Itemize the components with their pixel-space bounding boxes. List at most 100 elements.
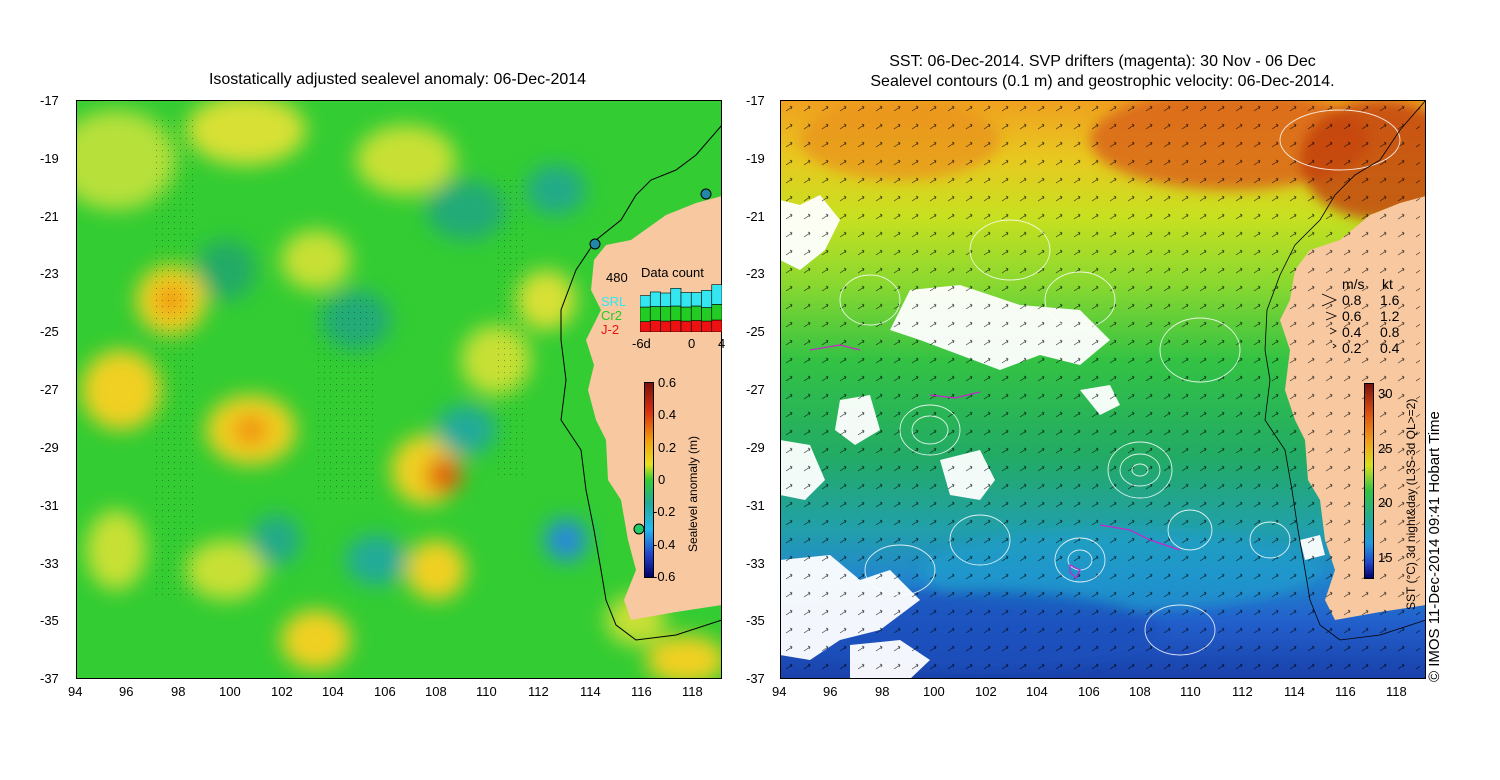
left-x-tick: 108 (425, 684, 447, 699)
count-bar-srl (711, 284, 722, 305)
right-y-tick: -27 (746, 382, 765, 397)
right-x-tick: 96 (823, 684, 838, 699)
right-x-tick: 102 (975, 684, 997, 699)
left-y-tick: -33 (40, 556, 59, 571)
left-x-tick: 116 (631, 684, 652, 699)
sealevel-colorbar-tick: 0 (658, 472, 666, 487)
left-x-tick: 94 (68, 684, 83, 699)
speed-legend-kt: 1.2 (1380, 308, 1400, 324)
count-bar-srl (670, 288, 682, 307)
right-x-tick: 98 (875, 684, 890, 699)
count-bar-cr2 (670, 305, 682, 321)
sealevel-colorbar-tick: -0.2 (653, 504, 676, 519)
right-x-tick: 110 (1180, 684, 1201, 699)
sst-colorbar-tick: 15 (1378, 550, 1393, 565)
speed-legend-ms: 0.4 (1342, 324, 1362, 340)
right-y-tick: -37 (746, 671, 765, 686)
count-bar-j2 (680, 320, 692, 332)
left-y-tick: -37 (40, 671, 59, 686)
sealevel-colorbar (644, 382, 654, 578)
sealevel-colorbar-tick: 0.4 (658, 407, 677, 422)
legend-cr2: Cr2 (601, 308, 622, 323)
left-x-tick: 106 (374, 684, 396, 699)
count-bar-srl (649, 291, 661, 307)
speed-legend-kt: 1.6 (1380, 292, 1400, 308)
left-y-tick: -35 (40, 613, 59, 628)
count-bar-cr2 (711, 304, 722, 321)
australia-land (586, 125, 722, 620)
data-count-max-label: 480 (606, 270, 628, 285)
right-x-tick: 108 (1129, 684, 1151, 699)
left-x-tick: 96 (119, 684, 134, 699)
count-bar-cr2 (701, 307, 713, 322)
left-x-tick: 114 (580, 684, 601, 699)
count-bar-j2 (649, 320, 661, 332)
right-y-tick: -17 (746, 93, 765, 108)
left-x-tick: 110 (476, 684, 497, 699)
sealevel-colorbar-tick: 0.2 (658, 440, 677, 455)
left-y-tick: -19 (40, 151, 59, 166)
sealevel-colorbar-tick: -0.4 (653, 537, 676, 552)
speed-legend-ms: 0.8 (1342, 292, 1362, 308)
speed-legend-header-kt: kt (1382, 276, 1393, 292)
right-x-tick: 114 (1284, 684, 1305, 699)
count-bar-j2 (690, 320, 702, 332)
count-bar-srl (701, 290, 713, 308)
left-y-tick: -17 (40, 93, 59, 108)
speed-legend-arrows (1321, 293, 1338, 349)
left-x-tick: 118 (682, 684, 703, 699)
sealevel-colorbar-tick: 0.6 (658, 375, 677, 390)
right-y-tick: -35 (746, 613, 765, 628)
count-bar-cr2 (660, 306, 672, 322)
right-y-tick: -31 (746, 498, 765, 513)
speed-legend-kt: 0.8 (1380, 324, 1400, 340)
right-x-tick: 118 (1386, 684, 1407, 699)
data-count-title: Data count (641, 265, 704, 280)
sst-colorbar (1364, 383, 1374, 579)
left-y-tick: -27 (40, 382, 59, 397)
sst-colorbar-tick: 25 (1378, 441, 1393, 456)
speed-legend-ms: 0.6 (1342, 308, 1362, 324)
right-x-tick: 94 (772, 684, 787, 699)
data-count-x-label: 0 (688, 336, 696, 351)
left-y-tick: -21 (40, 209, 59, 224)
right-x-tick: 104 (1026, 684, 1048, 699)
count-bar-srl (660, 292, 672, 307)
left-x-tick: 102 (271, 684, 293, 699)
right-sst-map (780, 100, 1426, 679)
right-x-tick: 106 (1078, 684, 1100, 699)
count-bar-j2 (660, 320, 672, 332)
right-panel-title-line2: Sealevel contours (0.1 m) and geostrophi… (870, 73, 1335, 90)
right-y-tick: -23 (746, 266, 765, 281)
count-bar-cr2 (680, 306, 692, 322)
legend-srl: SRL (601, 294, 627, 309)
left-x-tick: 112 (528, 684, 549, 699)
count-bar-cr2 (640, 306, 651, 322)
left-x-tick: 98 (171, 684, 186, 699)
right-panel-title-line1: SST: 06-Dec-2014. SVP drifters (magenta)… (889, 53, 1316, 70)
count-bar-srl (690, 292, 702, 307)
count-bar-srl (680, 292, 692, 308)
right-y-tick: -25 (746, 324, 765, 339)
sst-colorbar-tick: 30 (1378, 386, 1393, 401)
data-count-bars (640, 284, 722, 332)
count-bar-j2 (701, 320, 713, 332)
count-bar-j2 (670, 320, 682, 332)
count-bar-j2 (640, 321, 651, 332)
data-count-x-label: -6d (632, 336, 651, 351)
left-panel-title: Isostatically adjusted sealevel anomaly:… (208, 71, 587, 88)
count-bar-srl (640, 295, 651, 308)
right-y-tick: -29 (746, 440, 765, 455)
count-bar-cr2 (649, 306, 661, 321)
sealevel-colorbar-tick: -0.6 (653, 569, 676, 584)
sst-colorbar-tick: 20 (1378, 495, 1393, 510)
right-y-tick: -33 (746, 556, 765, 571)
sealevel-colorbar-label: Sealevel anomaly (m) (686, 435, 700, 552)
left-sealevel-map (76, 100, 722, 679)
speed-legend-kt: 0.4 (1380, 340, 1400, 356)
left-x-tick: 104 (322, 684, 344, 699)
left-y-tick: -31 (40, 498, 59, 513)
left-y-tick: -23 (40, 266, 59, 281)
left-y-tick: -25 (40, 324, 59, 339)
count-bar-j2 (711, 319, 722, 332)
